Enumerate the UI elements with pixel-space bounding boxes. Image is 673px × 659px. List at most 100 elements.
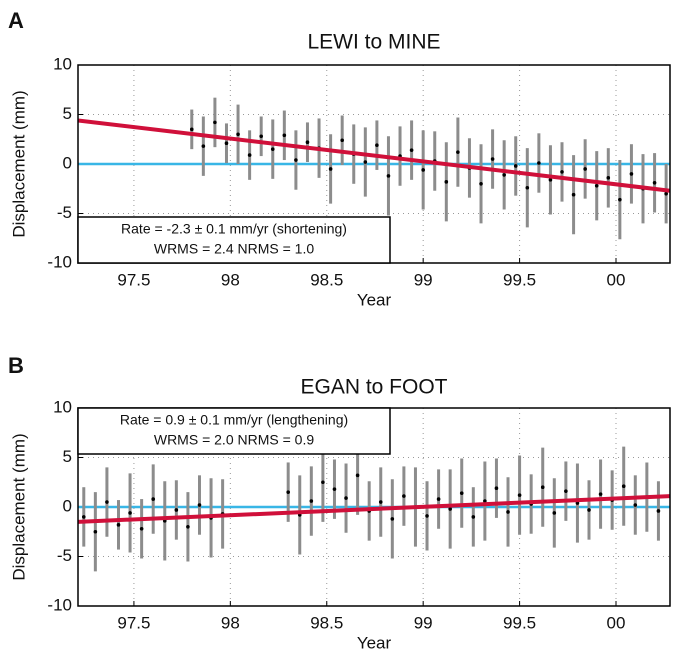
data-point <box>116 523 121 527</box>
data-point <box>321 480 325 485</box>
plot-content <box>78 97 670 240</box>
y-axis-label: Displacement (mm) <box>9 433 28 580</box>
data-point <box>186 525 190 529</box>
y-tick-label: 10 <box>53 397 72 416</box>
y-tick-label: 5 <box>63 447 72 466</box>
trend-line <box>78 494 670 524</box>
y-tick-label: 10 <box>53 54 72 73</box>
data-point <box>598 492 603 496</box>
data-point <box>506 510 510 514</box>
panel-label: A <box>8 8 24 33</box>
data-point <box>378 500 383 504</box>
data-point <box>236 132 240 137</box>
data-point <box>402 494 406 498</box>
data-point <box>128 511 132 515</box>
x-tick-label: 98.5 <box>310 613 343 632</box>
data-point <box>282 133 287 138</box>
annotation-box <box>77 216 391 264</box>
data-point <box>664 191 668 196</box>
data-point <box>386 174 391 178</box>
y-tick-label: 0 <box>63 153 72 172</box>
x-tick-label: 00 <box>607 270 626 289</box>
data-point <box>332 487 337 491</box>
x-tick-label: 99 <box>414 270 433 289</box>
data-point <box>151 497 156 501</box>
data-point <box>93 529 98 534</box>
y-tick-label: -5 <box>57 546 72 565</box>
data-point <box>513 164 518 168</box>
y-tick-label: 0 <box>63 496 72 515</box>
data-point <box>656 509 661 513</box>
data-point <box>633 503 638 507</box>
data-point <box>390 517 395 521</box>
annotation-text: Rate = 0.9 ± 0.1 mm/yr (lengthening) <box>120 412 348 428</box>
data-point <box>606 176 611 180</box>
data-point <box>564 489 568 493</box>
x-axis-label: Year <box>357 633 392 652</box>
trend-line <box>78 118 670 193</box>
data-point <box>629 172 634 176</box>
annotation-text: WRMS = 2.0 NRMS = 0.9 <box>154 432 314 448</box>
data-point <box>174 508 179 512</box>
data-point <box>571 192 576 197</box>
data-point <box>328 167 333 171</box>
data-point <box>621 484 626 489</box>
data-point <box>436 497 441 501</box>
data-point <box>81 515 86 519</box>
data-point <box>525 185 530 190</box>
y-tick-label: -10 <box>47 252 72 271</box>
x-tick-label: 99.5 <box>503 613 536 632</box>
annotation-box <box>77 407 391 455</box>
data-point <box>259 134 263 139</box>
x-tick-label: 97.5 <box>117 613 150 632</box>
y-axis-label: Displacement (mm) <box>9 90 28 237</box>
data-point <box>270 147 275 151</box>
data-point <box>139 526 144 531</box>
data-point <box>224 141 229 146</box>
annotation-text: WRMS = 2.4 NRMS = 1.0 <box>154 241 314 257</box>
data-point <box>471 515 476 519</box>
data-point <box>494 486 499 490</box>
data-point <box>201 144 206 148</box>
y-tick-label: 5 <box>63 104 72 123</box>
data-point <box>340 138 344 143</box>
data-point <box>375 143 379 147</box>
x-tick-label: 98 <box>221 613 240 632</box>
data-point <box>537 161 541 165</box>
x-tick-label: 97.5 <box>117 270 150 289</box>
data-point <box>448 507 452 511</box>
x-tick-label: 98.5 <box>310 270 343 289</box>
data-point <box>618 197 622 202</box>
data-point <box>247 153 252 157</box>
data-point <box>502 173 506 177</box>
data-point <box>363 160 368 164</box>
plot-content <box>78 435 670 572</box>
data-point <box>294 158 298 162</box>
data-point <box>197 503 202 507</box>
chart-title: EGAN to FOOT <box>300 376 447 399</box>
data-point <box>305 140 310 145</box>
data-point <box>594 183 599 188</box>
y-tick-label: -5 <box>57 203 72 222</box>
data-point <box>355 473 360 478</box>
x-axis-label: Year <box>357 290 392 309</box>
panel-label: B <box>8 353 24 378</box>
data-point <box>552 511 557 515</box>
data-point <box>583 167 587 171</box>
data-point <box>587 508 591 512</box>
data-point <box>456 150 460 154</box>
data-point <box>517 493 522 497</box>
chart-title: LEWI to MINE <box>307 31 440 54</box>
data-point <box>421 168 425 172</box>
data-point <box>309 499 314 503</box>
data-point <box>286 490 290 494</box>
data-point <box>105 500 109 504</box>
data-point <box>213 120 217 125</box>
data-point <box>189 127 194 132</box>
data-point <box>344 496 348 500</box>
annotation-text: Rate = -2.3 ± 0.1 mm/yr (shortening) <box>121 221 347 237</box>
data-point <box>652 181 657 185</box>
x-tick-label: 99 <box>414 613 433 632</box>
data-point <box>459 491 464 495</box>
